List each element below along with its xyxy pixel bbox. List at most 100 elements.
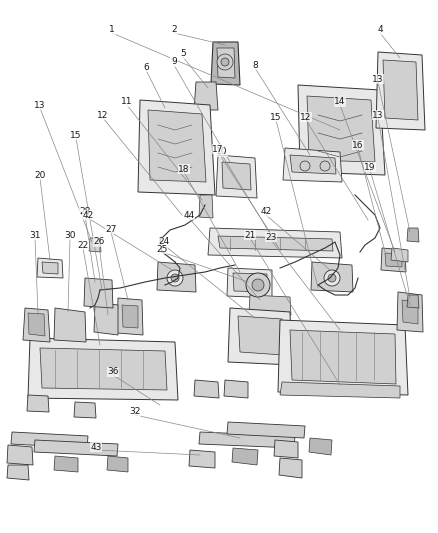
Polygon shape bbox=[232, 448, 258, 465]
Circle shape bbox=[171, 274, 179, 282]
Polygon shape bbox=[402, 300, 418, 324]
Polygon shape bbox=[54, 308, 86, 342]
Polygon shape bbox=[117, 298, 143, 335]
Text: 18: 18 bbox=[178, 165, 190, 174]
Polygon shape bbox=[94, 302, 118, 335]
Polygon shape bbox=[138, 100, 215, 195]
Polygon shape bbox=[290, 155, 336, 174]
Polygon shape bbox=[238, 316, 283, 355]
Polygon shape bbox=[397, 292, 423, 332]
Polygon shape bbox=[28, 313, 45, 336]
Polygon shape bbox=[381, 248, 406, 272]
Text: 19: 19 bbox=[364, 163, 376, 172]
Circle shape bbox=[300, 161, 310, 171]
Text: 30: 30 bbox=[64, 230, 76, 239]
Circle shape bbox=[320, 161, 330, 171]
Circle shape bbox=[217, 54, 233, 70]
Text: 14: 14 bbox=[334, 98, 346, 107]
Polygon shape bbox=[227, 268, 272, 298]
Text: 44: 44 bbox=[184, 211, 194, 220]
Polygon shape bbox=[89, 238, 101, 252]
Polygon shape bbox=[217, 48, 235, 78]
Text: 27: 27 bbox=[105, 224, 117, 233]
Text: 16: 16 bbox=[352, 141, 364, 149]
Text: 17: 17 bbox=[212, 144, 224, 154]
Text: 1: 1 bbox=[109, 26, 115, 35]
Text: 2: 2 bbox=[171, 26, 177, 35]
Polygon shape bbox=[383, 60, 418, 120]
Text: 9: 9 bbox=[171, 58, 177, 67]
Circle shape bbox=[324, 270, 340, 286]
Polygon shape bbox=[228, 308, 292, 365]
Polygon shape bbox=[11, 432, 88, 448]
Text: 5: 5 bbox=[180, 50, 186, 59]
Polygon shape bbox=[283, 148, 342, 182]
Polygon shape bbox=[122, 305, 138, 328]
Polygon shape bbox=[84, 278, 113, 308]
Text: 22: 22 bbox=[78, 240, 88, 249]
Polygon shape bbox=[280, 382, 400, 398]
Polygon shape bbox=[290, 330, 396, 384]
Polygon shape bbox=[208, 228, 342, 258]
Polygon shape bbox=[7, 445, 33, 465]
Polygon shape bbox=[227, 422, 305, 438]
Polygon shape bbox=[385, 253, 402, 267]
Polygon shape bbox=[222, 162, 251, 190]
Polygon shape bbox=[199, 432, 295, 448]
Text: 25: 25 bbox=[156, 245, 168, 254]
Text: 43: 43 bbox=[90, 442, 102, 451]
Text: 23: 23 bbox=[265, 232, 277, 241]
Polygon shape bbox=[224, 380, 248, 398]
Text: 20: 20 bbox=[34, 171, 46, 180]
Polygon shape bbox=[42, 262, 58, 274]
Polygon shape bbox=[37, 258, 63, 278]
Text: 26: 26 bbox=[93, 238, 105, 246]
Polygon shape bbox=[199, 195, 213, 218]
Polygon shape bbox=[40, 348, 167, 390]
Polygon shape bbox=[279, 458, 302, 478]
Circle shape bbox=[246, 273, 270, 297]
Polygon shape bbox=[274, 440, 298, 458]
Text: 42: 42 bbox=[82, 211, 94, 220]
Polygon shape bbox=[7, 465, 29, 480]
Polygon shape bbox=[23, 308, 50, 342]
Polygon shape bbox=[157, 262, 196, 292]
Polygon shape bbox=[211, 42, 240, 85]
Text: 31: 31 bbox=[29, 230, 41, 239]
Polygon shape bbox=[249, 295, 291, 315]
Polygon shape bbox=[278, 320, 408, 395]
Polygon shape bbox=[27, 395, 49, 412]
Polygon shape bbox=[307, 96, 375, 162]
Polygon shape bbox=[376, 52, 425, 130]
Polygon shape bbox=[189, 450, 215, 468]
Polygon shape bbox=[309, 438, 332, 455]
Text: 13: 13 bbox=[34, 101, 46, 109]
Polygon shape bbox=[194, 82, 218, 110]
Text: 32: 32 bbox=[129, 408, 141, 416]
Polygon shape bbox=[54, 456, 78, 472]
Text: 8: 8 bbox=[252, 61, 258, 69]
Polygon shape bbox=[107, 456, 128, 472]
Text: 6: 6 bbox=[143, 62, 149, 71]
Text: 36: 36 bbox=[107, 367, 119, 376]
Text: 12: 12 bbox=[97, 110, 109, 119]
Text: 21: 21 bbox=[244, 230, 256, 239]
Polygon shape bbox=[194, 380, 219, 398]
Polygon shape bbox=[407, 228, 419, 242]
Circle shape bbox=[328, 274, 336, 282]
Polygon shape bbox=[216, 155, 257, 198]
Polygon shape bbox=[407, 295, 419, 308]
Polygon shape bbox=[74, 402, 96, 418]
Circle shape bbox=[252, 279, 264, 291]
Text: 15: 15 bbox=[70, 131, 82, 140]
Circle shape bbox=[167, 270, 183, 286]
Polygon shape bbox=[34, 440, 118, 456]
Circle shape bbox=[221, 58, 229, 66]
Polygon shape bbox=[28, 338, 178, 400]
Text: 15: 15 bbox=[270, 112, 282, 122]
Text: 28: 28 bbox=[79, 207, 91, 216]
Text: 13: 13 bbox=[372, 75, 384, 84]
Text: 10: 10 bbox=[216, 148, 228, 157]
Polygon shape bbox=[148, 110, 206, 182]
Polygon shape bbox=[298, 85, 385, 175]
